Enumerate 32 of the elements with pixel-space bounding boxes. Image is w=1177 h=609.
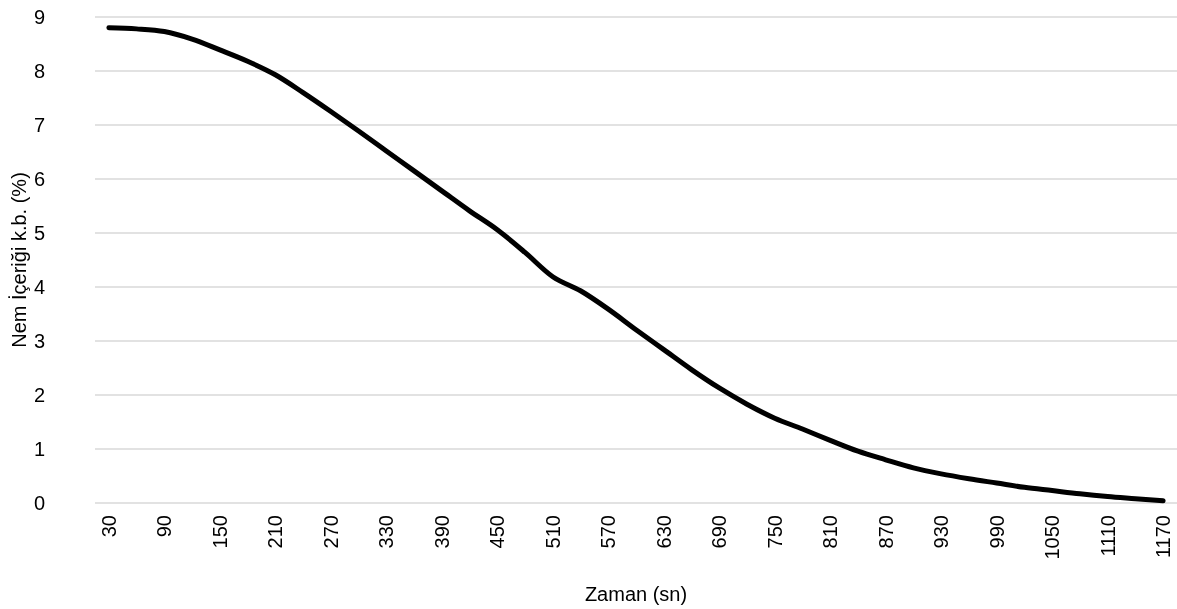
y-tick-label: 3 (33, 330, 45, 352)
y-tick-label: 4 (33, 276, 45, 298)
x-tick-label: 570 (597, 515, 620, 549)
x-tick-label: 1110 (1096, 515, 1119, 557)
x-tick-label: 1170 (1152, 515, 1175, 559)
x-axis-title: Zaman (sn) (584, 583, 688, 605)
y-tick-label: 2 (33, 384, 45, 406)
x-tick-label: 1050 (1041, 515, 1064, 560)
x-tick-label: 510 (541, 515, 564, 549)
y-tick-label: 0 (33, 492, 45, 514)
x-tick-label: 930 (930, 515, 953, 549)
y-tick-label: 8 (33, 60, 45, 82)
x-tick-label: 450 (486, 515, 509, 549)
x-tick-label: 390 (430, 515, 453, 549)
y-tick-label: 5 (33, 222, 45, 244)
x-tick-label: 90 (153, 515, 176, 538)
x-tick-label: 870 (874, 515, 897, 549)
x-tick-label: 330 (375, 515, 398, 549)
y-tick-label: 7 (33, 114, 45, 136)
x-tick-label: 150 (208, 515, 231, 549)
x-tick-label: 210 (264, 515, 287, 549)
x-tick-label: 30 (97, 515, 120, 538)
y-tick-label: 1 (33, 438, 45, 460)
x-tick-label: 630 (652, 515, 675, 549)
x-tick-label: 810 (819, 515, 842, 549)
y-tick-label: 6 (33, 168, 45, 190)
y-tick-label: 9 (33, 6, 45, 28)
x-tick-label: 990 (985, 515, 1008, 549)
x-tick-label: 690 (708, 515, 731, 549)
x-tick-label: 270 (319, 515, 342, 549)
y-axis-title: Nem İçeriği k.b. (%) (8, 172, 30, 348)
x-tick-label: 750 (763, 515, 786, 549)
